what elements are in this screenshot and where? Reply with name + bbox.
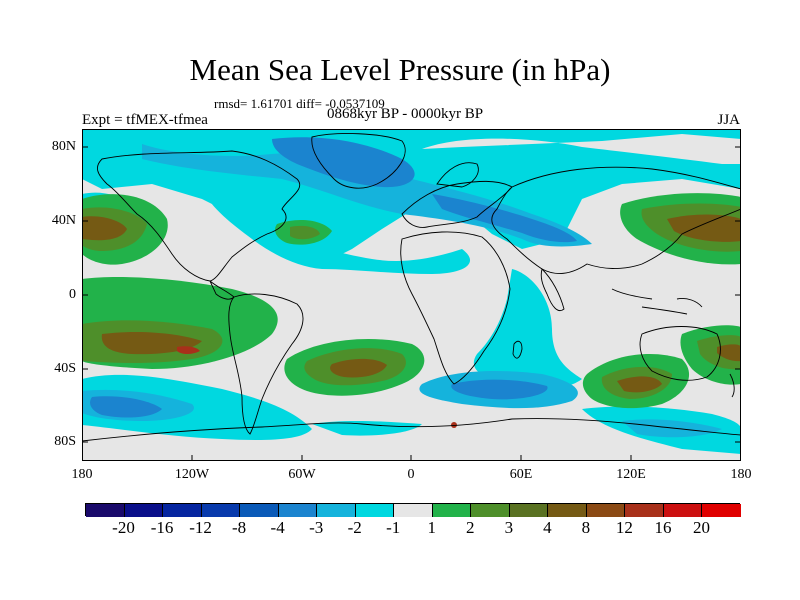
colorbar-swatch (471, 504, 510, 517)
lat-label-40s: 40S (54, 361, 76, 376)
season-label: JJA (717, 112, 740, 128)
lon-label-180w: 180 (71, 467, 93, 482)
colorbar-label: -12 (189, 518, 212, 537)
colorbar-label: -2 (347, 518, 362, 537)
colorbar-label: -3 (309, 518, 324, 537)
colorbar-swatch (586, 504, 626, 517)
colorbar-label: -20 (112, 518, 135, 537)
colorbar-swatch (355, 504, 395, 517)
lon-label-120e: 120E (616, 467, 646, 482)
colorbar-swatch (432, 504, 472, 517)
lat-label-0: 0 (69, 287, 76, 302)
colorbar-swatch (163, 504, 202, 517)
colorbar-label: 3 (504, 518, 514, 537)
lat-label-80s: 80S (54, 434, 76, 449)
colorbar-label: 4 (543, 518, 552, 537)
colorbar-swatch (394, 504, 433, 517)
positive-anomaly-regions (82, 193, 741, 428)
colorbar-label: -1 (386, 518, 401, 537)
lon-label-0: 0 (407, 467, 415, 482)
colorbar-swatch (317, 504, 356, 517)
period-label: 0868kyr BP - 0000kyr BP (326, 106, 484, 122)
lon-label-120w: 120W (174, 467, 210, 482)
colorbar (85, 503, 741, 517)
coastlines (82, 133, 741, 442)
experiment-label: Expt = tfMEX-tfmea (82, 112, 208, 128)
colorbar-label: 2 (466, 518, 475, 537)
colorbar-label: -8 (232, 518, 247, 537)
lon-label-60e: 60E (509, 467, 533, 482)
colorbar-swatch (509, 504, 549, 517)
lat-label-80n: 80N (51, 139, 76, 154)
colorbar-swatch (702, 504, 741, 517)
colorbar-label: 8 (581, 518, 591, 537)
colorbar-swatch (86, 504, 125, 517)
colorbar-label: 20 (692, 518, 710, 537)
lon-label-60w: 60W (288, 467, 316, 482)
colorbar-label: -16 (150, 518, 174, 537)
colorbar-swatch (548, 504, 587, 517)
axis-ticks (82, 146, 741, 461)
colorbar-swatch (278, 504, 318, 517)
lat-label-40n: 40N (51, 213, 76, 228)
colorbar-label: 16 (654, 518, 672, 537)
colorbar-label: -4 (270, 518, 285, 537)
colorbar-swatch (663, 504, 703, 517)
colorbar-labels: -20 -16 -12 -8 -4 -3 -2 -1 1 2 3 4 8 12 16 20 (0, 518, 800, 540)
colorbar-label: 1 (427, 518, 437, 537)
colorbar-swatch (240, 504, 279, 517)
pressure-anomaly-map (82, 129, 741, 461)
map-title: Mean Sea Level Pressure (in hPa) (189, 52, 611, 87)
lon-label-180e: 180 (730, 467, 752, 482)
colorbar-swatch (625, 504, 664, 517)
colorbar-swatch (124, 504, 164, 517)
colorbar-swatch (201, 504, 241, 517)
stats-line: rmsd= 1.61701 diff= -0.0537109 (214, 96, 385, 111)
colorbar-label: 12 (615, 518, 633, 537)
